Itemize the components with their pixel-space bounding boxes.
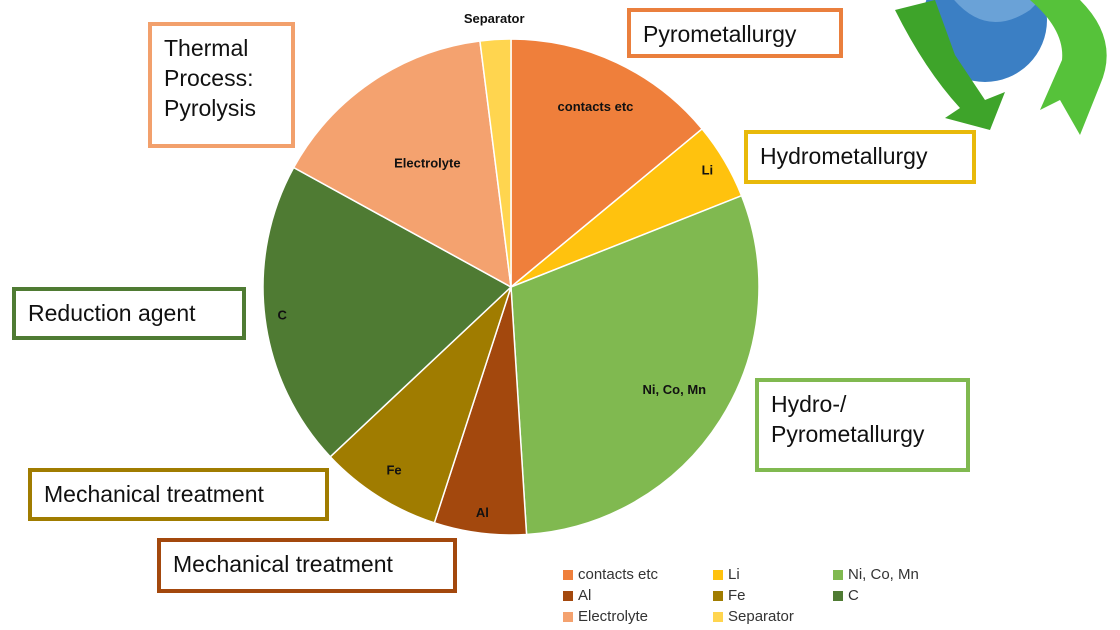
pie-slice [262,166,513,458]
pie-slice [292,40,512,289]
legend-label: C [848,587,859,604]
slice-label: Li [702,162,714,177]
recycle-arrow [895,0,1005,130]
slice-label: C [277,307,287,322]
recycle-icon [895,0,1107,135]
legend-label: Ni, Co, Mn [848,566,919,583]
legend-label: Li [728,566,740,583]
pie-slice [510,38,704,289]
pie-slice [329,286,512,524]
slice-label: Al [476,505,489,520]
annotation-box: Reduction agent [12,287,246,340]
slice-label: Ni, Co, Mn [643,382,707,397]
legend-swatch [713,591,723,601]
legend-swatch [833,570,843,580]
slice-label: Fe [386,463,401,478]
slice-label: Electrolyte [394,155,460,170]
annotation-box: Hydro-/ Pyrometallurgy [755,378,970,472]
annotation-box: Hydrometallurgy [744,130,976,184]
annotation-box: Pyrometallurgy [627,8,843,58]
pie-slice [479,38,512,288]
legend-label: contacts etc [578,566,659,583]
legend-swatch [713,570,723,580]
legend-label: Al [578,587,591,604]
legend-label: Separator [728,608,794,625]
globe-highlight [954,0,1040,22]
slice-label: Separator [464,11,525,26]
pie-slice [510,194,760,536]
legend-swatch [713,612,723,622]
legend-swatch [563,570,573,580]
legend-swatch [563,612,573,622]
legend: contacts etc Li Ni, Co, Mn Al Fe C Electrolyte… [563,566,919,625]
annotation-box: Thermal Process: Pyrolysis [148,22,295,148]
legend-label: Fe [728,587,746,604]
pie: contacts etc Li Ni, Co, Mn Al Fe C Electrolyte… [262,11,760,536]
recycle-arrow [1030,0,1107,135]
annotation-box: Mechanical treatment [157,538,457,593]
legend-label: Electrolyte [578,608,648,625]
legend-swatch [833,591,843,601]
annotation-box: Mechanical treatment [28,468,329,521]
legend-swatch [563,591,573,601]
slice-label: contacts etc [558,99,634,114]
